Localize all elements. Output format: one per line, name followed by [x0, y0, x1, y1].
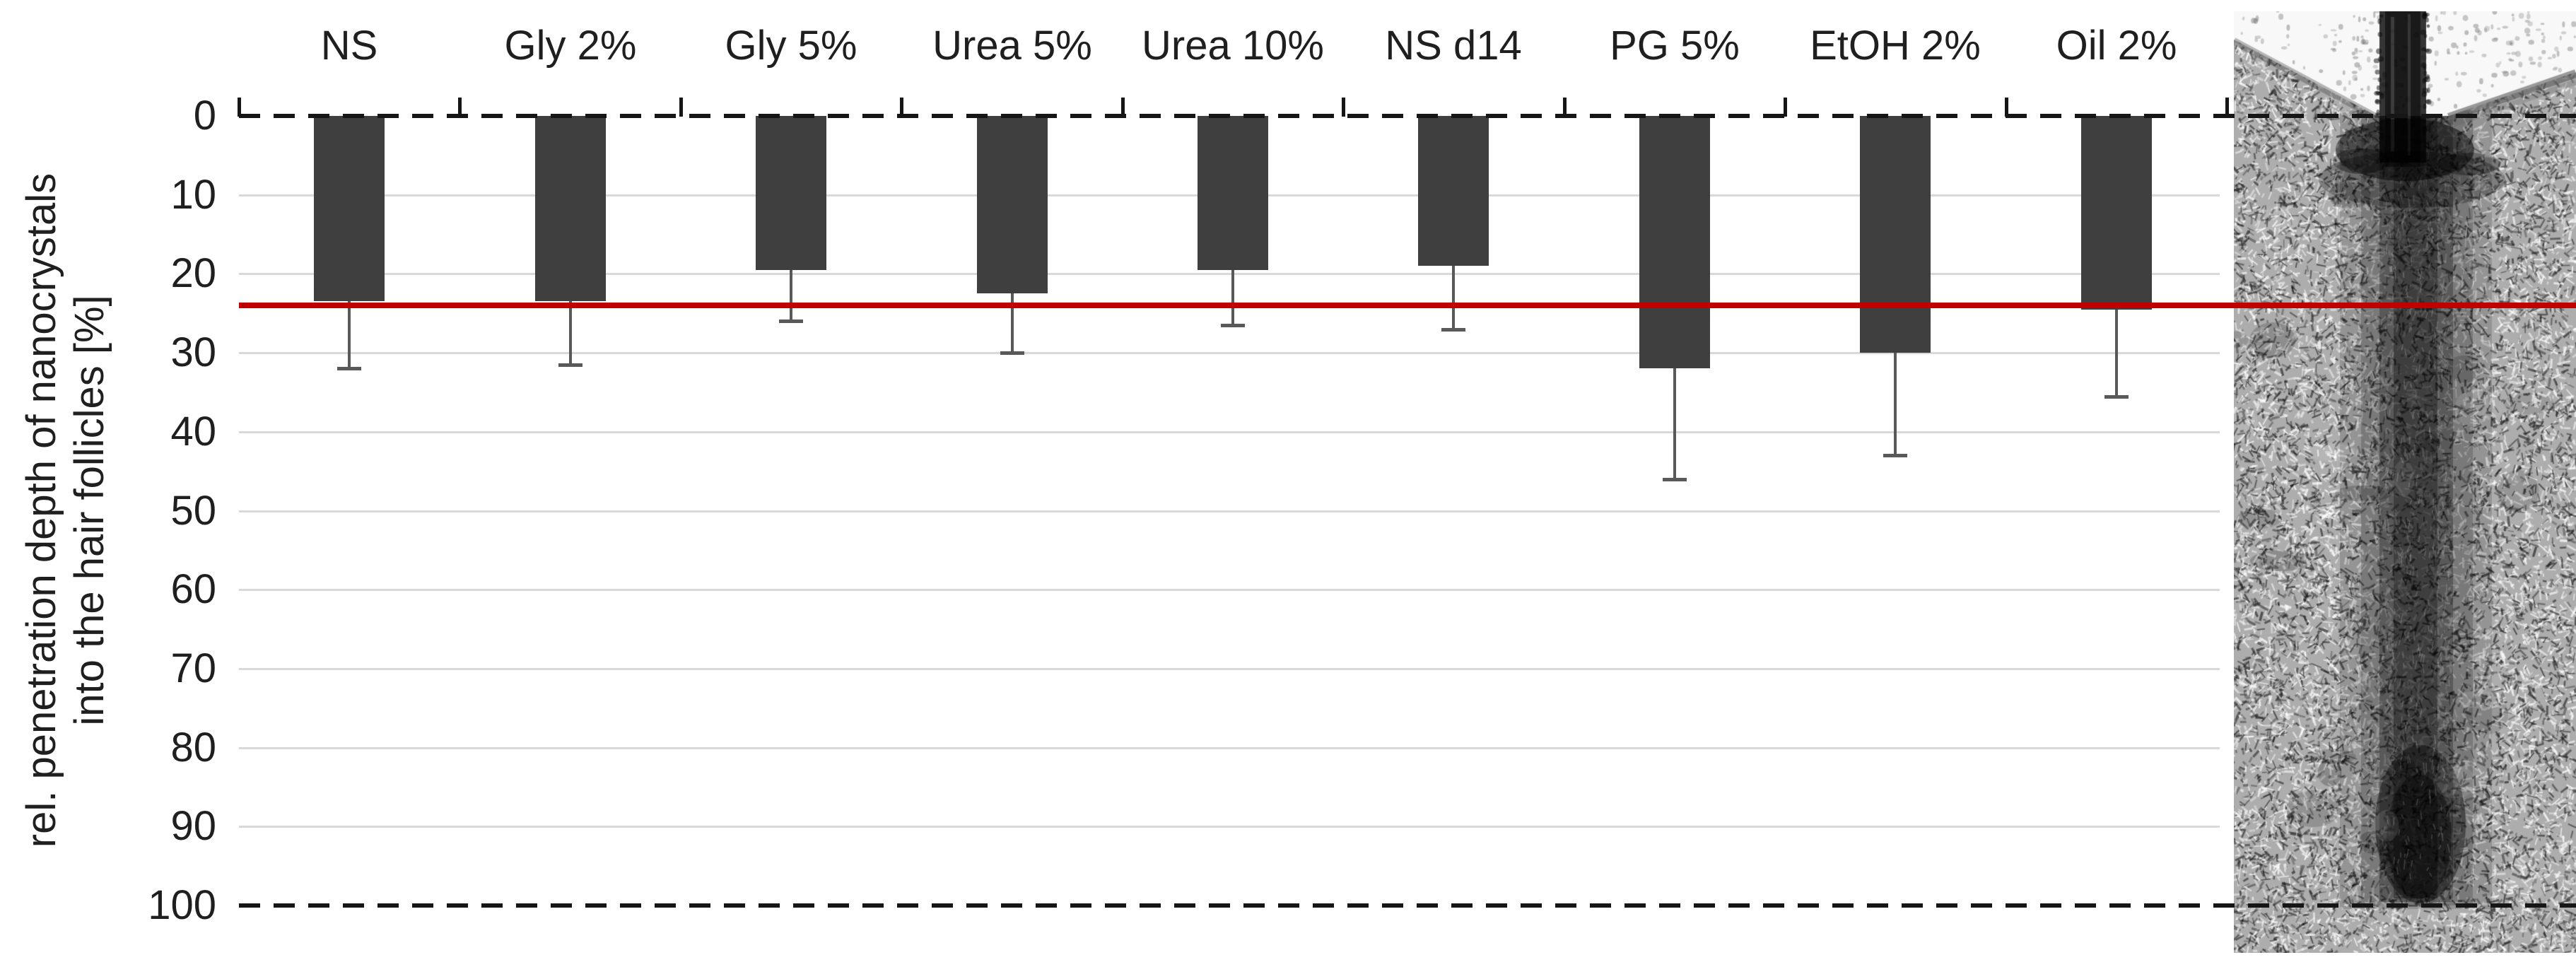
- y-tick-label-80: 80: [170, 725, 216, 770]
- hair-follicle-micrograph: [2234, 11, 2576, 953]
- bar-gly-5-: [756, 116, 826, 270]
- bar-ns: [314, 116, 385, 301]
- error-whisker-cap: [558, 363, 582, 367]
- axis-tick: [1784, 98, 1787, 117]
- red-reference-line: [239, 303, 2576, 308]
- error-whisker: [1231, 270, 1234, 325]
- axis-tick: [1563, 98, 1567, 117]
- category-label-gly-2-: Gly 2%: [504, 23, 637, 69]
- gridline-30: [239, 352, 2220, 354]
- error-whisker: [1452, 266, 1455, 329]
- hundred-percent-dashed-line: [239, 903, 2576, 908]
- bar-urea-5-: [977, 116, 1048, 293]
- error-whisker: [1673, 368, 1676, 479]
- category-label-gly-5-: Gly 5%: [725, 23, 857, 69]
- y-tick-label-30: 30: [170, 329, 216, 375]
- error-whisker-cap: [779, 320, 803, 323]
- zero-percent-dashed-line: [239, 114, 2576, 118]
- error-whisker: [790, 270, 792, 322]
- bar-oil-2-: [2081, 116, 2152, 310]
- axis-tick: [2225, 98, 2229, 117]
- gridline-40: [239, 431, 2220, 433]
- error-whisker-cap: [1000, 351, 1024, 355]
- y-tick-label-60: 60: [170, 566, 216, 612]
- bar-urea-10-: [1198, 116, 1268, 270]
- y-tick-label-100: 100: [148, 882, 216, 928]
- y-tick-label-10: 10: [170, 172, 216, 218]
- y-axis-title-line1: rel. penetration depth of nanocrystals: [18, 172, 64, 848]
- error-whisker: [2115, 310, 2118, 397]
- axis-tick: [238, 98, 241, 117]
- axis-tick: [1121, 98, 1125, 117]
- category-label-oil-2-: Oil 2%: [2056, 23, 2177, 69]
- axis-tick: [679, 98, 683, 117]
- error-whisker-cap: [1883, 454, 1907, 457]
- category-label-etoh-2-: EtOH 2%: [1810, 23, 1981, 69]
- error-whisker-cap: [1221, 324, 1245, 327]
- error-whisker-cap: [1663, 478, 1687, 481]
- bar-pg-5-: [1639, 116, 1710, 368]
- axis-tick: [900, 98, 903, 117]
- error-whisker: [1011, 293, 1014, 353]
- gridline-80: [239, 747, 2220, 749]
- error-whisker: [348, 301, 351, 368]
- axis-tick: [2005, 98, 2008, 117]
- error-whisker: [569, 301, 572, 364]
- category-label-ns-d14: NS d14: [1385, 23, 1522, 69]
- gridline-60: [239, 589, 2220, 591]
- y-tick-label-90: 90: [170, 803, 216, 849]
- axis-tick: [458, 98, 462, 117]
- gridline-20: [239, 273, 2220, 275]
- error-whisker-cap: [337, 367, 361, 370]
- category-label-urea-5-: Urea 5%: [932, 23, 1092, 69]
- y-tick-label-50: 50: [170, 488, 216, 534]
- gridline-50: [239, 510, 2220, 512]
- gridline-90: [239, 826, 2220, 828]
- category-label-urea-10-: Urea 10%: [1142, 23, 1324, 69]
- y-tick-label-70: 70: [170, 645, 216, 691]
- axis-tick: [1342, 98, 1345, 117]
- bar-ns-d14: [1418, 116, 1489, 266]
- category-label-pg-5-: PG 5%: [1610, 23, 1740, 69]
- gridline-70: [239, 668, 2220, 670]
- category-label-ns: NS: [320, 23, 378, 69]
- y-tick-label-40: 40: [170, 409, 216, 455]
- bar-etoh-2-: [1860, 116, 1931, 353]
- error-whisker-cap: [1441, 328, 1465, 332]
- error-whisker: [1894, 353, 1897, 455]
- y-tick-label-20: 20: [170, 250, 216, 296]
- y-tick-label-0: 0: [193, 93, 216, 139]
- bar-gly-2-: [535, 116, 606, 301]
- error-whisker-cap: [2104, 395, 2129, 399]
